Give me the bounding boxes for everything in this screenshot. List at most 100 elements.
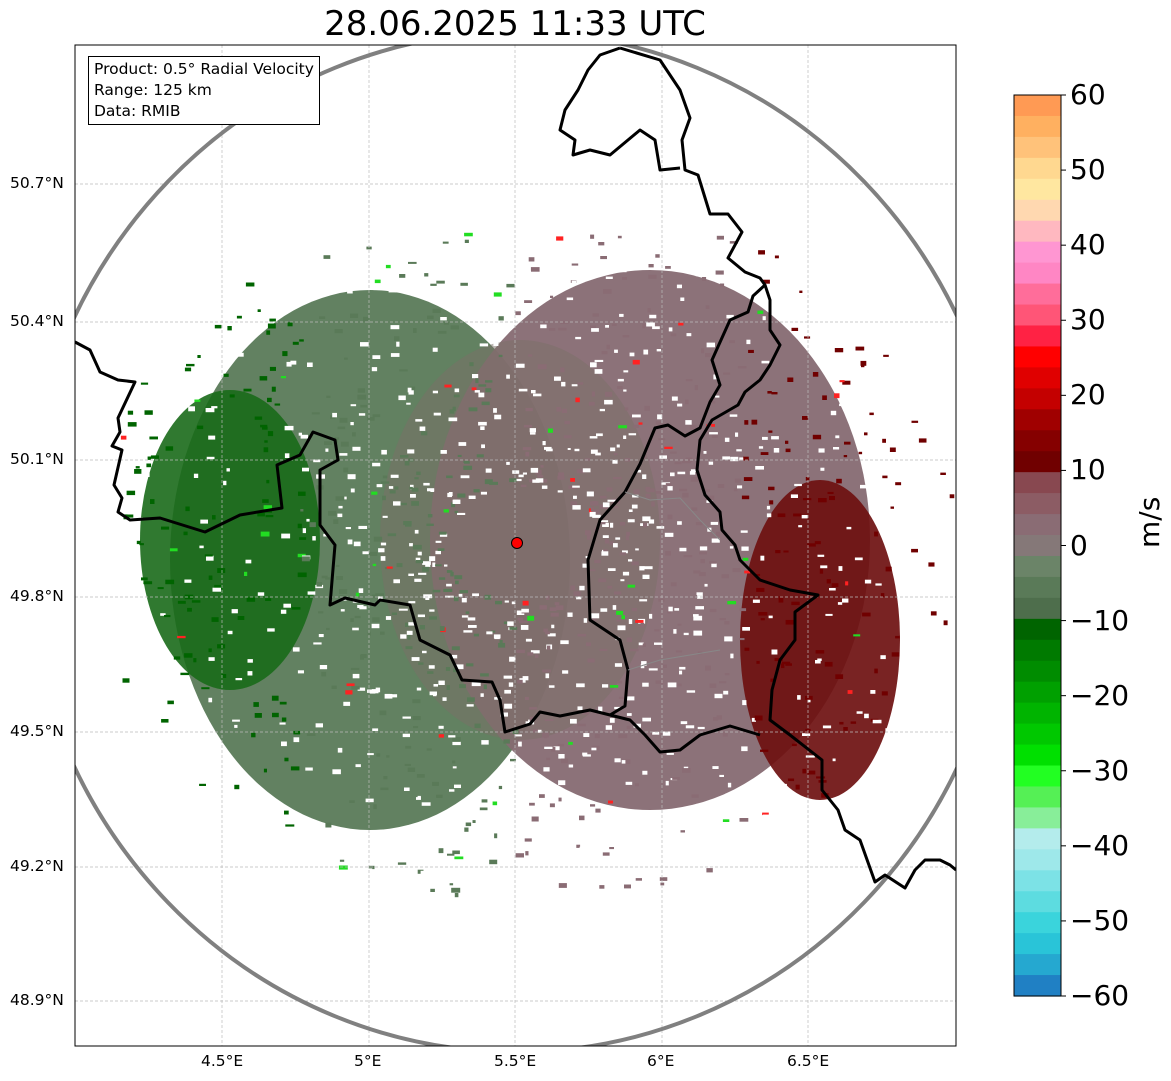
velocity-speckle bbox=[307, 362, 313, 367]
velocity-speckle bbox=[854, 314, 858, 317]
velocity-speckle bbox=[843, 455, 848, 458]
colorbar-ticks bbox=[1061, 94, 1066, 997]
colorbar-stripe bbox=[1014, 304, 1061, 327]
colorbar-stripe bbox=[1014, 472, 1061, 494]
colorbar-stripe bbox=[1014, 954, 1061, 976]
velocity-speckle bbox=[537, 475, 544, 478]
velocity-speckle bbox=[614, 591, 622, 595]
velocity-speckle bbox=[612, 459, 618, 464]
velocity-speckle bbox=[605, 325, 609, 328]
velocity-speckle bbox=[481, 740, 489, 745]
velocity-speckle bbox=[654, 629, 660, 632]
velocity-speckle bbox=[643, 566, 653, 570]
velocity-speckle bbox=[768, 486, 775, 491]
velocity-speckle bbox=[812, 372, 819, 377]
velocity-speckle bbox=[309, 522, 316, 528]
velocity-speckle bbox=[614, 506, 619, 509]
velocity-speckle bbox=[529, 802, 535, 806]
velocity-speckle bbox=[590, 506, 594, 512]
velocity-speckle bbox=[421, 802, 431, 806]
velocity-speckle bbox=[872, 719, 882, 724]
velocity-speckle bbox=[696, 592, 703, 595]
velocity-speckle bbox=[875, 583, 882, 586]
velocity-speckle bbox=[485, 468, 492, 473]
velocity-speckle bbox=[409, 543, 413, 547]
velocity-speckle bbox=[524, 300, 533, 303]
velocity-speckle bbox=[633, 424, 640, 428]
velocity-speckle bbox=[866, 415, 872, 419]
info-range: Range: 125 km bbox=[94, 81, 212, 99]
velocity-speckle bbox=[845, 581, 849, 586]
info-box: Product: 0.5° Radial Velocity Range: 125… bbox=[88, 56, 320, 125]
velocity-speckle bbox=[869, 412, 874, 416]
velocity-speckle bbox=[554, 376, 561, 381]
velocity-speckle bbox=[379, 710, 387, 716]
velocity-speckle bbox=[785, 448, 791, 453]
velocity-speckle bbox=[864, 432, 868, 436]
velocity-speckle bbox=[664, 446, 673, 449]
velocity-speckle bbox=[440, 317, 447, 321]
velocity-speckle bbox=[625, 536, 629, 541]
velocity-speckle bbox=[722, 732, 728, 737]
velocity-speckle bbox=[604, 399, 613, 405]
velocity-speckle bbox=[626, 531, 630, 536]
velocity-speckle bbox=[360, 654, 367, 659]
velocity-speckle bbox=[666, 752, 674, 755]
velocity-speckle bbox=[199, 783, 206, 786]
velocity-speckle bbox=[368, 551, 378, 556]
velocity-speckle bbox=[762, 316, 766, 321]
velocity-speckle bbox=[574, 448, 580, 452]
velocity-speckle bbox=[480, 673, 489, 677]
velocity-speckle bbox=[646, 322, 655, 327]
velocity-speckle bbox=[768, 615, 773, 619]
velocity-speckle bbox=[854, 557, 863, 561]
velocity-speckle bbox=[283, 603, 291, 608]
velocity-speckle bbox=[271, 386, 276, 392]
velocity-speckle bbox=[677, 471, 686, 475]
velocity-speckle bbox=[435, 550, 441, 555]
velocity-speckle bbox=[176, 724, 180, 727]
velocity-speckle bbox=[498, 785, 503, 790]
velocity-speckle bbox=[654, 642, 663, 645]
velocity-speckle bbox=[177, 600, 186, 604]
velocity-speckle bbox=[396, 563, 403, 568]
velocity-speckle bbox=[345, 690, 353, 695]
colorbar-tick-label: −20 bbox=[1070, 678, 1130, 712]
velocity-speckle bbox=[262, 426, 268, 430]
velocity-speckle bbox=[817, 658, 822, 661]
velocity-speckle bbox=[167, 700, 174, 705]
velocity-speckle bbox=[456, 664, 464, 670]
velocity-speckle bbox=[758, 612, 768, 616]
velocity-speckle bbox=[494, 833, 498, 839]
velocity-speckle bbox=[760, 452, 769, 455]
velocity-speckle bbox=[799, 290, 803, 293]
velocity-speckle bbox=[608, 800, 613, 804]
velocity-speckle bbox=[918, 438, 927, 443]
velocity-speckle bbox=[553, 834, 559, 837]
velocity-speckle bbox=[685, 399, 689, 405]
velocity-speckle bbox=[257, 512, 265, 517]
velocity-speckle bbox=[292, 341, 299, 345]
velocity-speckle bbox=[525, 638, 532, 642]
velocity-speckle bbox=[185, 506, 190, 512]
velocity-speckle bbox=[582, 563, 588, 568]
velocity-speckle bbox=[599, 648, 608, 651]
velocity-speckle bbox=[311, 412, 320, 415]
velocity-speckle bbox=[427, 488, 435, 492]
velocity-speckle bbox=[648, 264, 654, 268]
velocity-speckle bbox=[226, 468, 230, 472]
velocity-speckle bbox=[373, 286, 380, 291]
velocity-speckle bbox=[606, 487, 613, 492]
velocity-speckle bbox=[520, 625, 529, 630]
velocity-speckle bbox=[450, 571, 454, 577]
velocity-speckle bbox=[619, 522, 626, 526]
velocity-speckle bbox=[891, 652, 900, 657]
velocity-speckle bbox=[680, 721, 688, 725]
velocity-speckle bbox=[449, 789, 455, 792]
velocity-speckle bbox=[530, 467, 539, 473]
velocity-speckle bbox=[480, 854, 485, 857]
velocity-speckle bbox=[699, 551, 707, 555]
velocity-speckle bbox=[561, 381, 566, 387]
velocity-speckle bbox=[326, 395, 331, 398]
velocity-speckle bbox=[568, 846, 574, 852]
